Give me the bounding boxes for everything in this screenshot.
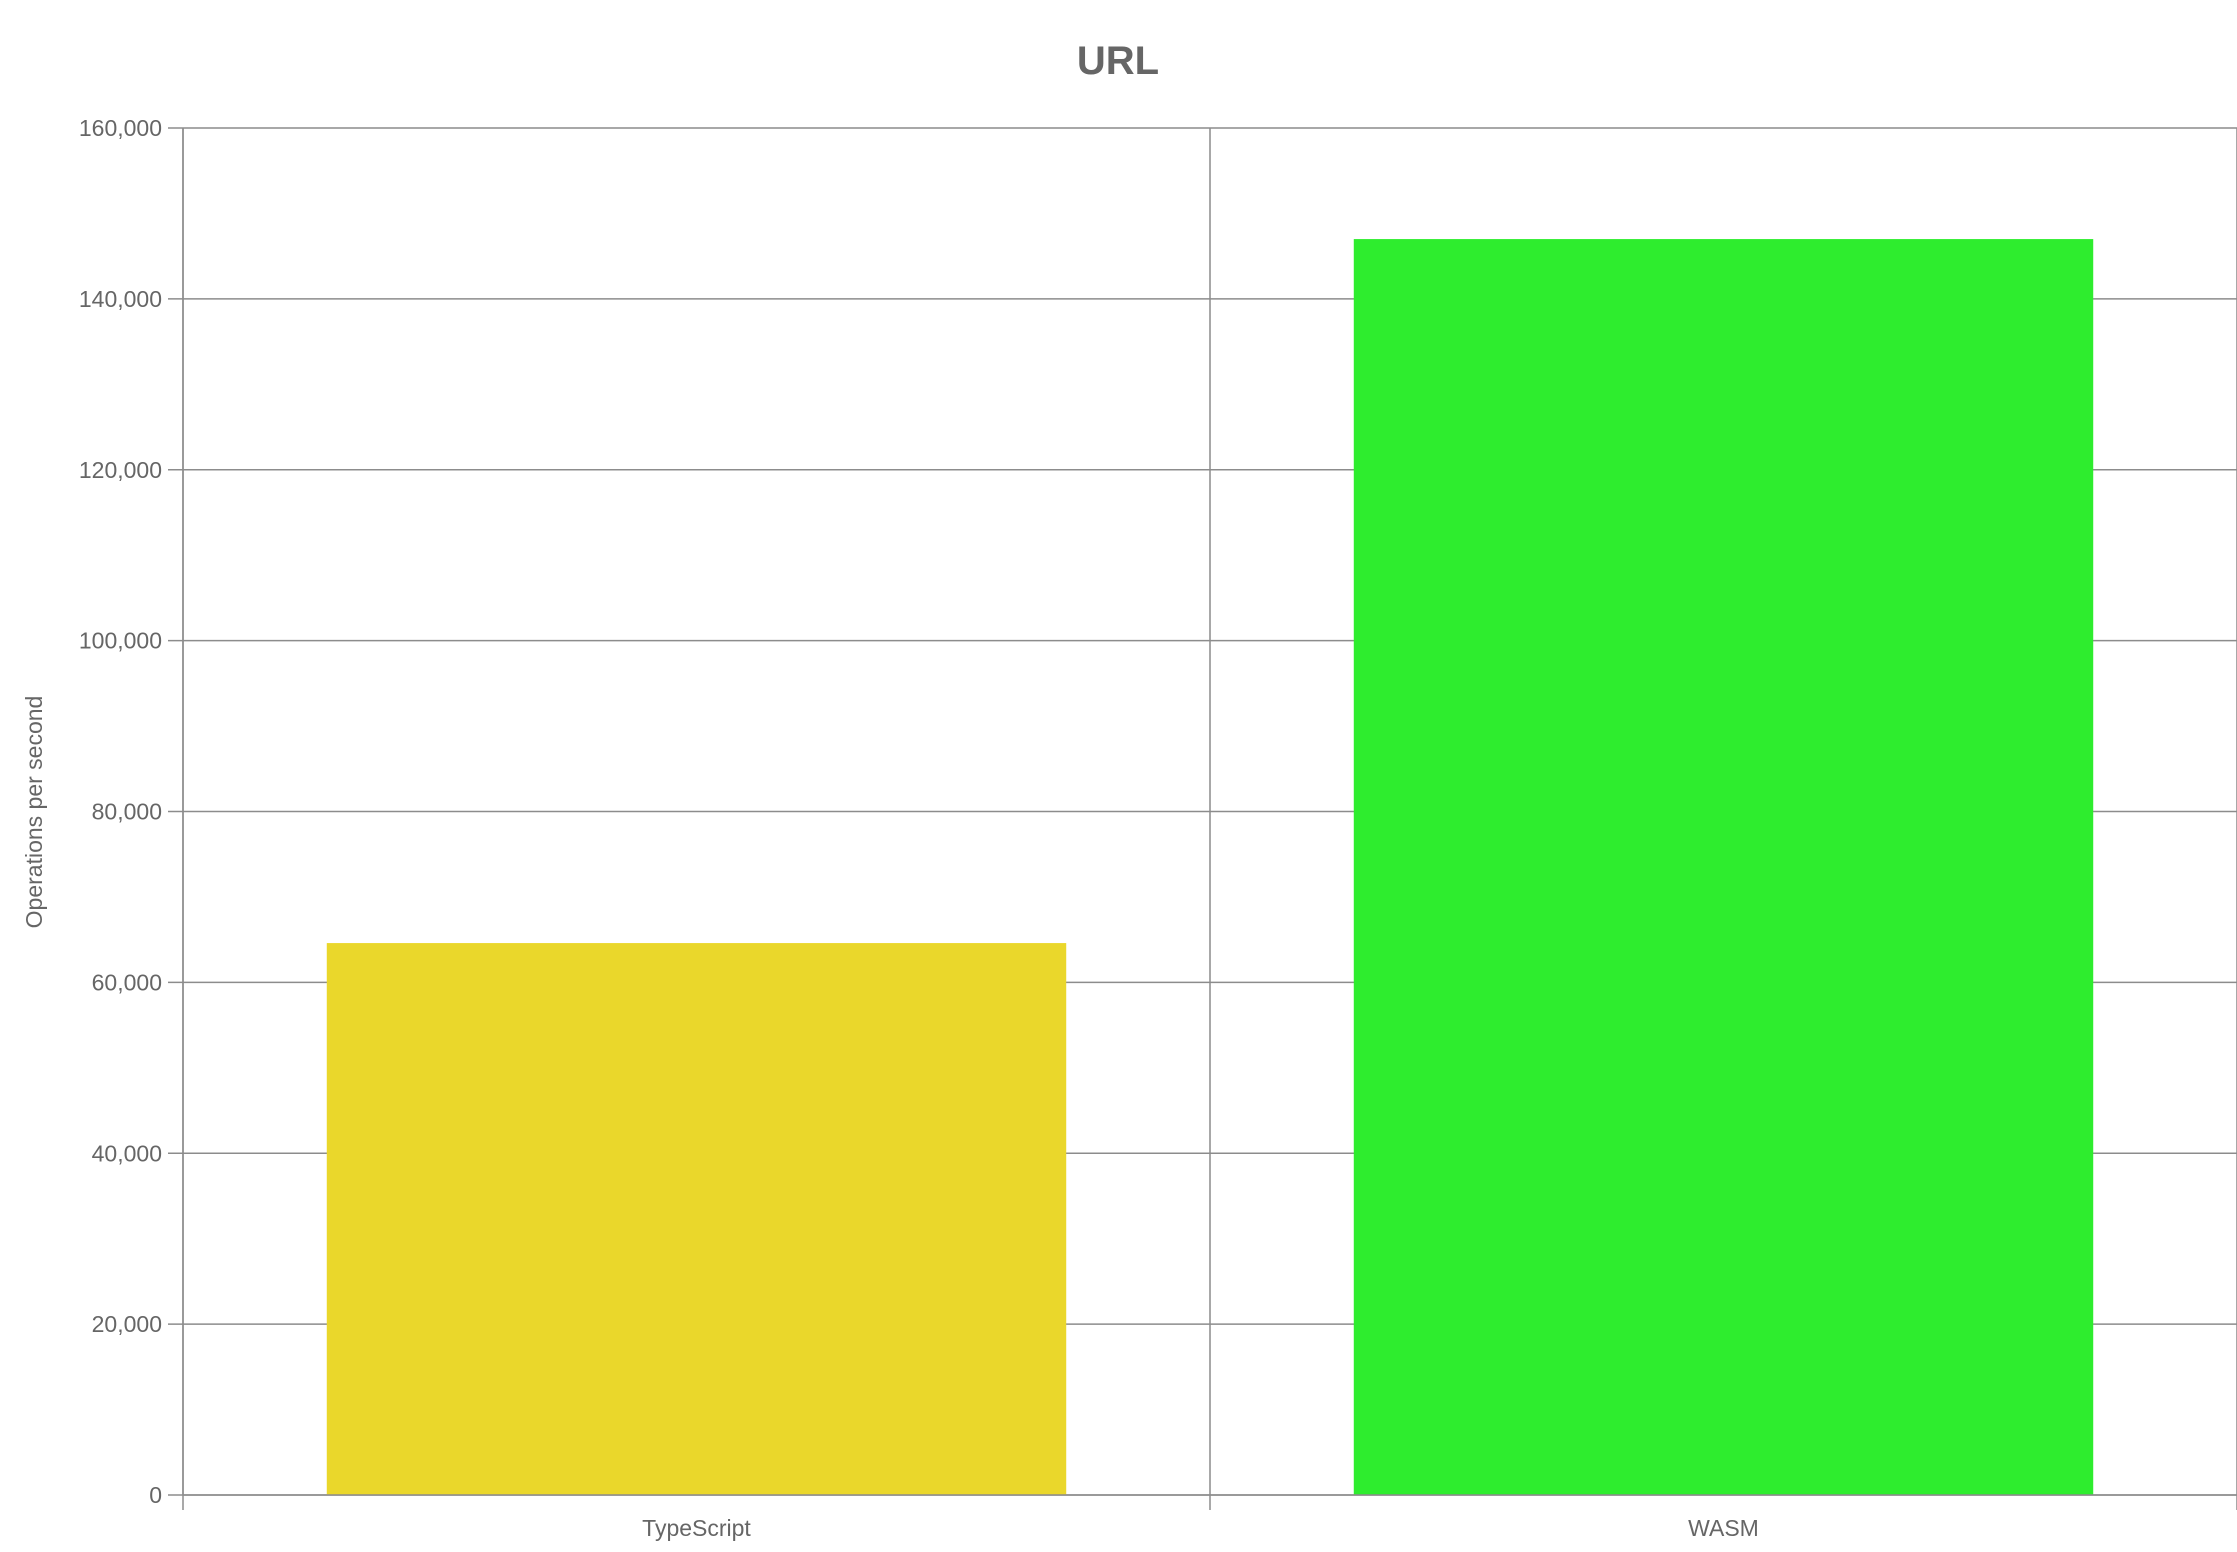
- y-axis-label: Operations per second: [21, 696, 47, 929]
- y-tick-label: 20,000: [92, 1311, 162, 1337]
- y-tick-label: 100,000: [79, 628, 162, 654]
- bar-wasm: [1353, 239, 2094, 1496]
- y-axis-ticks: 0 20,000 40,000 60,000 80,000 100,000 120,000 1…: [79, 115, 183, 1508]
- bar-typescript: [326, 943, 1067, 1495]
- x-axis-ticks: TypeScript WASM: [182, 1495, 2237, 1541]
- y-tick-label: 140,000: [79, 286, 162, 312]
- y-tick-label: 60,000: [92, 969, 162, 995]
- y-tick-label: 0: [149, 1482, 162, 1508]
- chart-title: URL: [1077, 39, 1159, 83]
- x-tick-label: WASM: [1688, 1515, 1759, 1541]
- y-tick-label: 160,000: [79, 115, 162, 141]
- y-tick-label: 80,000: [92, 799, 162, 825]
- bars: [326, 239, 2094, 1496]
- y-tick-label: 120,000: [79, 457, 162, 483]
- y-tick-label: 40,000: [92, 1140, 162, 1166]
- x-tick-label: TypeScript: [642, 1515, 751, 1541]
